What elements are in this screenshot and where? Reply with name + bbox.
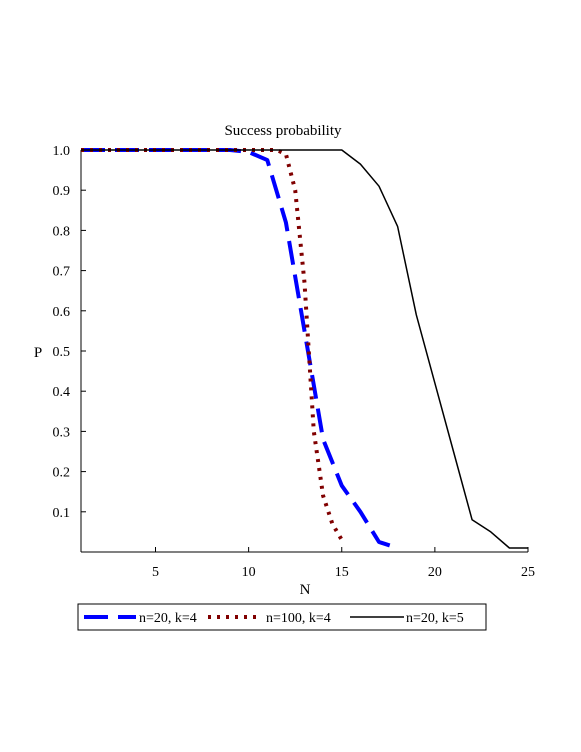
legend-label-n20-k4: n=20, k=4: [139, 611, 197, 626]
y-tick-label: 0.6: [53, 305, 71, 320]
y-tick-label: 0.5: [53, 345, 71, 360]
y-tick-label: 0.1: [53, 506, 71, 521]
series-line-n100-k4: [81, 148, 344, 541]
legend-label-n20-k5: n=20, k=5: [406, 611, 464, 626]
y-tick-label: 0.8: [53, 224, 71, 239]
series-line-n20-k4: [81, 148, 399, 550]
legend-label-n100-k4: n=100, k=4: [266, 611, 331, 626]
x-tick-label: 5: [152, 565, 159, 580]
y-tick-label: 0.3: [53, 425, 71, 440]
axes: [80, 150, 528, 553]
series-group: [81, 148, 528, 550]
x-axis-label: N: [300, 582, 311, 598]
legend-box: [77, 603, 487, 631]
x-tick-label: 15: [335, 565, 349, 580]
y-tick-label: 0.2: [53, 466, 71, 481]
series-line-n20-k5: [81, 149, 528, 549]
y-tick-label: 0.4: [53, 385, 71, 400]
y-tick-label: 1.0: [53, 144, 71, 159]
x-tick-label: 10: [242, 565, 256, 580]
x-tick-label: 25: [521, 565, 535, 580]
y-ticks: 0.1 0.2 0.3 0.4 0.5 0.6 0.7 0.8 0.9 1.0: [53, 144, 86, 521]
chart-title: Success probability: [224, 123, 342, 139]
y-tick-label: 0.9: [53, 184, 71, 199]
legend: n=20, k=4 n=100, k=4 n=20, k=5: [77, 603, 487, 631]
y-axis-label: P: [34, 345, 42, 361]
y-tick-label: 0.7: [53, 265, 71, 280]
x-tick-label: 20: [428, 565, 442, 580]
